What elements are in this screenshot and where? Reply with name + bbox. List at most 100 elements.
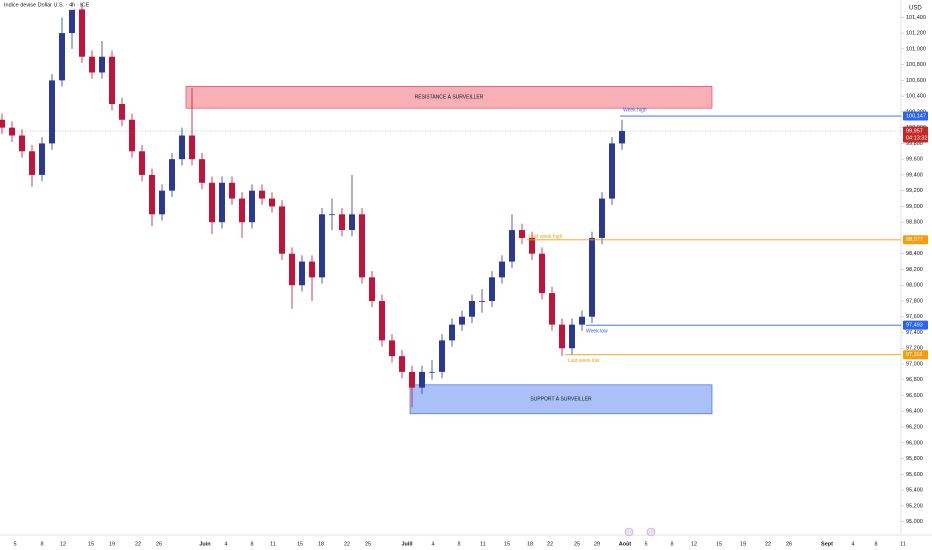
last-price-box (903, 126, 928, 143)
y-tick-label: 96,000 (906, 440, 923, 446)
y-tick-label: 99,400 (906, 172, 923, 178)
candle-body (229, 182, 235, 199)
candle-body (239, 198, 245, 223)
candle-body (0, 119, 5, 128)
x-tick-label: Août (619, 541, 632, 547)
y-tick-label: 95,800 (906, 456, 923, 462)
x-tick-label: 5 (13, 541, 16, 547)
y-tick-label: 101,400 (906, 15, 926, 21)
candle-body (29, 151, 35, 175)
level-price-box (903, 320, 928, 330)
y-tick-label: 98,400 (906, 251, 923, 257)
candle-body (319, 214, 325, 278)
candle-body (39, 143, 45, 175)
candle-body (479, 300, 485, 302)
y-tick-label: 99,800 (906, 141, 923, 147)
candle-body (539, 253, 545, 294)
candle-body (79, 9, 85, 57)
y-tick-label: 99,000 (906, 204, 923, 210)
x-tick-label: 22 (344, 541, 350, 547)
candle-body (279, 206, 285, 254)
last-price: 99,957 (906, 128, 923, 134)
x-tick-label: Sept (821, 541, 833, 547)
event-icon[interactable] (624, 527, 634, 537)
candle-body (449, 324, 455, 341)
candle-body (189, 135, 195, 160)
x-tick-label: 26 (156, 541, 162, 547)
candle-body (139, 151, 145, 175)
candle-body (379, 300, 385, 341)
candle-body (359, 214, 365, 278)
level-label: Week high (623, 107, 647, 113)
candle-body (9, 127, 15, 136)
candle-body (219, 182, 225, 223)
x-tick-label: Juin (199, 541, 211, 547)
x-tick-label: 4 (431, 541, 434, 547)
candle-body (599, 198, 605, 238)
x-tick-label: 26 (786, 541, 792, 547)
candle-body (589, 237, 595, 317)
candle-body (549, 293, 555, 325)
countdown: 04:13:32 (906, 135, 927, 141)
y-tick-label: 100,400 (906, 94, 926, 100)
candle-body (439, 340, 445, 372)
candle-body (69, 9, 75, 34)
level-price: 98,577 (906, 237, 923, 243)
candle-body (619, 131, 625, 144)
level-label: Week low (586, 329, 608, 335)
level-price: 100,147 (906, 114, 926, 120)
level-price-box (903, 350, 928, 360)
y-tick-label: 99,600 (906, 157, 923, 163)
y-tick-label: 98,200 (906, 267, 923, 273)
candle-body (459, 316, 465, 325)
y-tick-label: 97,000 (906, 361, 923, 367)
candle-body (199, 159, 205, 183)
y-tick-label: 97,200 (906, 346, 923, 352)
candle-body (149, 174, 155, 215)
x-tick-label: 8 (874, 541, 877, 547)
level-label: Last week low (568, 358, 600, 364)
x-tick-label: 15 (504, 541, 510, 547)
y-tick-label: 97,800 (906, 298, 923, 304)
y-tick-label: 96,200 (906, 425, 923, 431)
level-label: Last week high (529, 234, 563, 240)
x-tick-label: 18 (318, 541, 324, 547)
y-tick-label: 96,400 (906, 409, 923, 415)
candle-body (209, 182, 215, 223)
x-tick-label: 22 (135, 541, 141, 547)
candle-body (349, 214, 355, 231)
x-tick-label: 8 (250, 541, 253, 547)
x-tick-label: 4 (224, 541, 227, 547)
x-tick-label: 4 (851, 541, 854, 547)
candle-body (259, 190, 265, 199)
y-tick-label: 95,600 (906, 472, 923, 478)
candle-body (559, 324, 565, 349)
x-tick-label: 5 (644, 541, 647, 547)
candle-body (469, 300, 475, 317)
x-tick-label: 11 (480, 541, 486, 547)
x-tick-label: 15 (716, 541, 722, 547)
candle-body (109, 56, 115, 105)
x-tick-label: 15 (297, 541, 303, 547)
candle-body (299, 261, 305, 286)
candle-body (289, 253, 295, 286)
x-tick-label: 11 (270, 541, 276, 547)
zone (409, 384, 713, 415)
event-icon[interactable] (646, 527, 656, 537)
x-tick-label: 25 (574, 541, 580, 547)
x-tick-label: 12 (691, 541, 697, 547)
x-tick-label: 11 (900, 541, 906, 547)
y-tick-label: 95,400 (906, 488, 923, 494)
candle-body (129, 119, 135, 152)
y-tick-label: 100,800 (906, 62, 926, 68)
level-price: 97,118 (906, 352, 922, 358)
level-price-box (903, 235, 928, 245)
x-tick-label: 15 (88, 541, 94, 547)
y-tick-label: 98,000 (906, 283, 923, 289)
zone (185, 85, 713, 109)
y-tick-label: 99,200 (906, 188, 923, 194)
currency-label: USD (909, 6, 922, 12)
candle-body (159, 190, 165, 215)
x-tick-label: 18 (527, 541, 533, 547)
candle-body (99, 56, 105, 73)
